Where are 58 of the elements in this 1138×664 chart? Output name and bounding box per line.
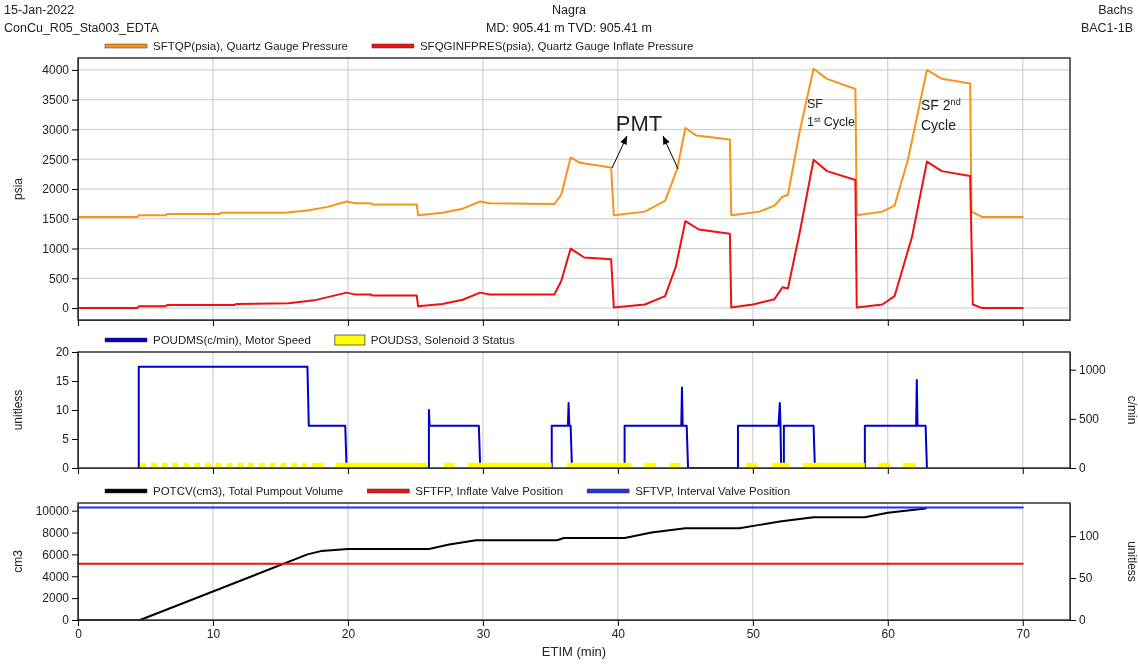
y-tick-label: 4000 (42, 569, 70, 584)
annotation: SF 1$^{st}$ Cycle (807, 97, 856, 129)
y-tick-label: 6000 (42, 547, 70, 562)
x-tick-label: 30 (476, 626, 491, 641)
y-tick-label: 5 (62, 432, 70, 447)
y-axis-title: cm3 (11, 549, 25, 573)
line-series (77, 67, 1024, 218)
y-tick-label: 1500 (42, 212, 70, 227)
x-axis-title: ETIM (min) (541, 644, 607, 659)
y-axis-title: psia (11, 177, 25, 201)
y-tick-label: 1000 (42, 241, 70, 256)
y2-tick-label: 500 (1079, 412, 1100, 427)
y2-tick-label: 100 (1079, 529, 1100, 544)
y-tick-label: 10000 (35, 503, 70, 518)
legend-label: POUDMS(c/min), Motor Speed (153, 334, 311, 346)
y-tick-label: 8000 (42, 525, 70, 540)
y-tick-label: 4000 (42, 63, 70, 78)
x-tick-label: 70 (1016, 626, 1031, 641)
y-tick-label: 10 (55, 403, 70, 418)
legend-label: SFTQP(psia), Quartz Gauge Pressure (153, 40, 348, 52)
y-axis-title: unitless (11, 389, 25, 431)
x-tick-label: 60 (881, 626, 896, 641)
y-tick-label: 500 (48, 271, 70, 286)
y2-tick-label: 1000 (1079, 363, 1107, 378)
text: ConCu_R05_Sta003_EDTA (4, 21, 160, 35)
y2-axis-title: c/min (1125, 395, 1138, 425)
legend-label: POTCV(cm3), Total Pumpout Volume (153, 485, 344, 497)
y2-tick-label: 50 (1079, 571, 1093, 586)
x-tick-label: 40 (611, 626, 626, 641)
text: 15-Jan-2022 (4, 3, 75, 17)
y-tick-label: 3500 (42, 93, 70, 108)
y-tick-label: 20 (55, 345, 70, 360)
y2-axis-title: unitless (1125, 541, 1138, 582)
y-tick-label: 15 (55, 374, 70, 389)
annotation: SF 2$^{nd}$ Cycle (921, 97, 961, 133)
y-tick-label: 2500 (42, 152, 70, 167)
x-tick-label: 20 (341, 626, 356, 641)
text: BAC1-1B (1080, 21, 1133, 35)
x-tick-label: 50 (746, 626, 761, 641)
annotation: PMT (615, 111, 663, 136)
y2-tick-label: 0 (1079, 461, 1086, 476)
y-tick-label: 2000 (42, 591, 70, 606)
y-tick-label: 0 (62, 301, 70, 316)
chart-title: Nagra (551, 3, 587, 17)
x-tick-label: 0 (75, 626, 83, 641)
x-tick-label: 10 (206, 626, 221, 641)
chart-subtitle: MD: 905.41 m TVD: 905.41 m (486, 21, 652, 35)
legend-label: SFQGINFPRES(psia), Quartz Gauge Inflate Pressure (419, 40, 694, 52)
y-tick-label: 0 (62, 461, 70, 476)
y-tick-label: 3000 (42, 122, 70, 137)
text: Bachs (1098, 3, 1133, 17)
y2-tick-label: 0 (1079, 613, 1086, 628)
y-tick-label: 2000 (42, 182, 70, 197)
legend-label: SFTVP, Interval Valve Position (635, 485, 791, 497)
legend-label: POUDS3, Solenoid 3 Status (370, 334, 515, 346)
y-tick-label: 0 (62, 613, 70, 628)
legend-label: SFTFP, Inflate Valve Position (415, 485, 564, 497)
line-series (77, 158, 1024, 310)
